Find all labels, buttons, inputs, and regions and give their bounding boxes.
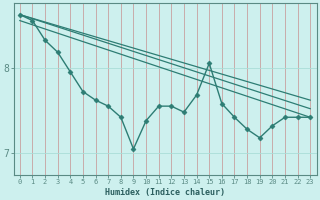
X-axis label: Humidex (Indice chaleur): Humidex (Indice chaleur) bbox=[105, 188, 225, 197]
